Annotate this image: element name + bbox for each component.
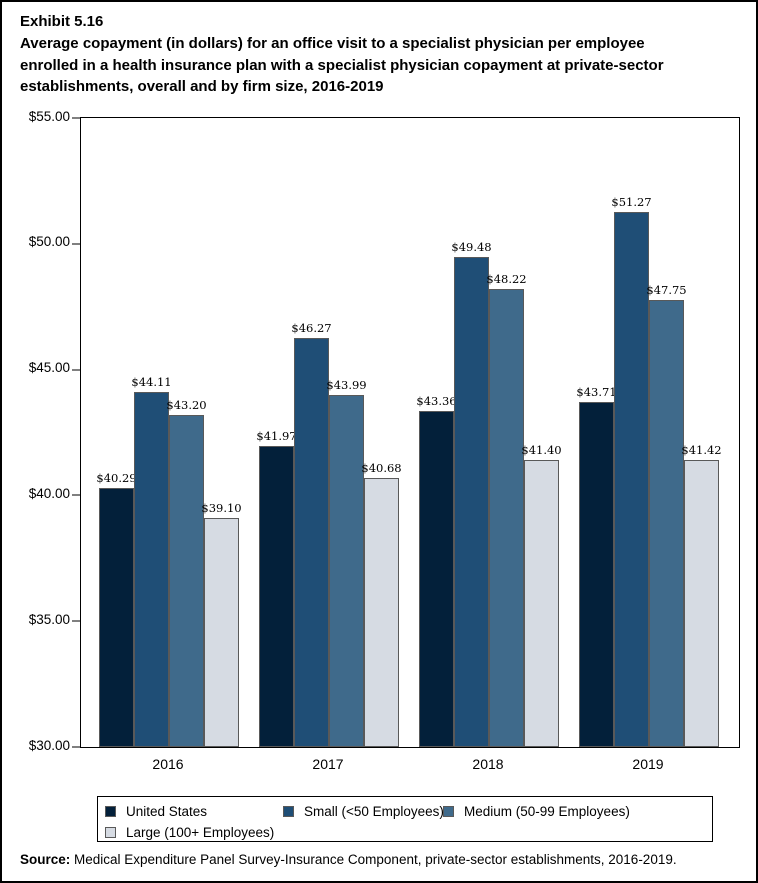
y-axis-tick bbox=[72, 620, 80, 623]
y-axis-tick bbox=[72, 117, 80, 119]
bar-value-label: $41.42 bbox=[681, 442, 722, 457]
legend-swatch-small bbox=[283, 806, 294, 817]
x-axis-label-2018: 2018 bbox=[472, 756, 504, 772]
y-axis-tick-label: $40.00 bbox=[28, 485, 70, 501]
bar-value-label: $47.75 bbox=[646, 283, 687, 298]
legend-label-small: Small (<50 Employees) bbox=[304, 804, 444, 819]
bar-small-2019 bbox=[614, 211, 649, 747]
bar-value-label: $51.27 bbox=[611, 194, 652, 209]
legend-label-large: Large (100+ Employees) bbox=[126, 825, 275, 840]
y-axis-tick bbox=[72, 746, 80, 748]
y-axis-tick-label: $55.00 bbox=[28, 108, 70, 124]
bar-medium-2019 bbox=[649, 300, 684, 747]
bar-medium-2018 bbox=[489, 288, 524, 747]
bar-value-label: $43.99 bbox=[326, 378, 367, 392]
bar-value-label: $39.10 bbox=[201, 501, 242, 515]
source-prefix: Source: bbox=[20, 852, 71, 867]
bar-value-label: $40.29 bbox=[96, 471, 137, 486]
bar-united-states-2016 bbox=[99, 488, 134, 747]
y-axis-tick bbox=[72, 242, 80, 245]
plot-area: $40.29 $44.11 $43.20 $39.10 $41.97 $46.27 $43.… bbox=[72, 117, 740, 748]
bar-large-2019 bbox=[684, 459, 719, 747]
bar-value-label: $43.20 bbox=[166, 397, 207, 412]
bar-medium-2017 bbox=[329, 395, 364, 747]
bar-united-states-2019 bbox=[579, 402, 614, 747]
y-axis-tick-label: $35.00 bbox=[28, 611, 70, 627]
legend-item-united-states: United States bbox=[105, 802, 283, 821]
chart-title: Average copayment (in dollars) for an of… bbox=[20, 35, 664, 95]
bar-value-label: $49.48 bbox=[451, 239, 492, 254]
y-axis-tick-label: $45.00 bbox=[28, 360, 70, 376]
bar-value-label: $44.11 bbox=[131, 375, 172, 389]
legend-item-medium: Medium (50-99 Employees) bbox=[443, 802, 712, 821]
bar-medium-2016 bbox=[169, 414, 204, 747]
legend-label-united-states: United States bbox=[126, 804, 208, 819]
source-note: Source: Medical Expenditure Panel Survey… bbox=[20, 852, 677, 867]
header: Exhibit 5.16 Average copayment (in dolla… bbox=[20, 11, 736, 98]
y-axis-tick-label: $50.00 bbox=[28, 234, 70, 250]
legend-item-large: Large (100+ Employees) bbox=[105, 823, 283, 842]
bar-value-label: $46.27 bbox=[291, 320, 332, 335]
legend-item-small: Small (<50 Employees) bbox=[283, 802, 444, 821]
bar-value-label: $41.97 bbox=[256, 428, 297, 443]
legend-label-medium: Medium (50-99 Employees) bbox=[464, 804, 630, 819]
bar-small-2018 bbox=[454, 256, 489, 747]
x-axis-label-2016: 2016 bbox=[152, 756, 184, 772]
legend-swatch-large bbox=[105, 827, 116, 838]
y-axis-tick bbox=[72, 494, 80, 497]
legend-swatch-united-states bbox=[105, 806, 116, 817]
bar-united-states-2018 bbox=[419, 410, 454, 747]
bar-small-2017 bbox=[294, 337, 329, 747]
bar-small-2016 bbox=[134, 392, 169, 747]
bar-large-2016 bbox=[204, 518, 239, 747]
bar-value-label: $43.36 bbox=[416, 393, 457, 408]
bar-large-2017 bbox=[364, 478, 399, 747]
legend-swatch-medium bbox=[443, 806, 454, 817]
source-text: Medical Expenditure Panel Survey-Insuran… bbox=[70, 852, 677, 867]
y-axis-tick-label: $30.00 bbox=[28, 737, 70, 753]
bar-large-2018 bbox=[524, 460, 559, 747]
y-axis-tick bbox=[72, 368, 80, 371]
exhibit-label: Exhibit 5.16 bbox=[20, 13, 104, 30]
bar-value-label: $48.22 bbox=[486, 271, 527, 286]
x-axis-label-2017: 2017 bbox=[312, 756, 344, 772]
bar-value-label: $43.71 bbox=[576, 385, 617, 400]
legend: United States Small (<50 Employees) Medium… bbox=[97, 796, 713, 842]
bar-value-label: $40.68 bbox=[361, 461, 402, 476]
x-axis-label-2019: 2019 bbox=[632, 756, 664, 772]
bar-value-label: $41.40 bbox=[521, 443, 562, 458]
bar-united-states-2017 bbox=[259, 445, 294, 747]
